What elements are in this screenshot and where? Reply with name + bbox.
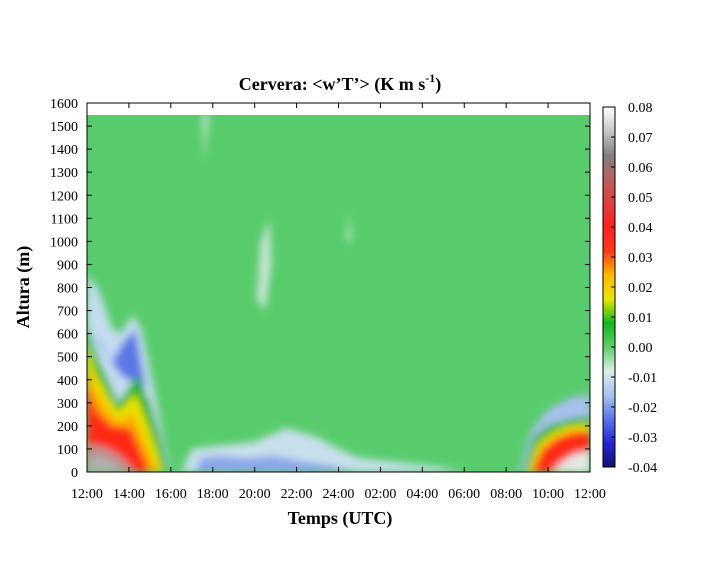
y-tick-label: 1300 bbox=[50, 166, 78, 181]
colorbar-tick-label: 0.05 bbox=[628, 191, 653, 206]
colorbar-tick-label: 0.01 bbox=[628, 311, 653, 326]
y-tick-label: 100 bbox=[57, 443, 78, 458]
x-tick-label: 22:00 bbox=[281, 487, 313, 502]
upper-feature-3 bbox=[346, 213, 352, 242]
heatmap-background bbox=[87, 115, 590, 472]
x-tick-label: 16:00 bbox=[155, 487, 187, 502]
y-tick-label: 600 bbox=[57, 328, 78, 343]
colorbar-tick-label: 0.06 bbox=[628, 161, 653, 176]
morning-positive-peak bbox=[552, 451, 590, 472]
title-main: Cervera: <w’T’> (K m s bbox=[239, 74, 425, 95]
y-tick-label: 900 bbox=[57, 258, 78, 273]
positive-flux-peak bbox=[89, 455, 123, 472]
colorbar-tick-label: 0.08 bbox=[628, 101, 653, 116]
x-tick-label: 20:00 bbox=[239, 487, 271, 502]
upper-feature-1 bbox=[256, 218, 272, 311]
colorbar-tick-label: 0.00 bbox=[628, 341, 653, 356]
nocturnal-layer-core bbox=[195, 455, 360, 472]
colorbar-tick-label: -0.02 bbox=[628, 401, 657, 416]
x-axis-ticks: 12:00 14:00 16:00 18:00 20:00 22:00 24:00 02:00… bbox=[71, 103, 606, 502]
y-tick-label: 400 bbox=[57, 374, 78, 389]
y-tick-label: 1200 bbox=[50, 189, 78, 204]
y-tick-label: 1600 bbox=[50, 97, 78, 112]
y-tick-label: 500 bbox=[57, 351, 78, 366]
x-tick-label: 14:00 bbox=[113, 487, 145, 502]
x-tick-label: 06:00 bbox=[448, 487, 480, 502]
y-tick-label: 1100 bbox=[51, 212, 78, 227]
colorbar-tick-label: -0.04 bbox=[628, 461, 657, 476]
x-tick-label: 24:00 bbox=[323, 487, 355, 502]
title-superscript: -1 bbox=[425, 71, 435, 85]
y-axis-label: Altura (m) bbox=[13, 246, 34, 328]
x-tick-label: 12:00 bbox=[71, 487, 103, 502]
y-tick-label: 0 bbox=[71, 466, 78, 481]
y-tick-label: 700 bbox=[57, 305, 78, 320]
x-tick-label: 04:00 bbox=[406, 487, 438, 502]
y-axis-ticks: 0 100 200 300 400 500 600 700 800 900 1000 1100 1200… bbox=[50, 97, 590, 481]
colorbar-tick-label: -0.03 bbox=[628, 431, 657, 446]
y-tick-label: 1500 bbox=[50, 120, 78, 135]
upper-feature-2 bbox=[202, 115, 209, 161]
colorbar-tick-label: 0.04 bbox=[628, 221, 653, 236]
x-tick-label: 08:00 bbox=[490, 487, 522, 502]
x-tick-label: 02:00 bbox=[364, 487, 396, 502]
x-tick-label: 18:00 bbox=[197, 487, 229, 502]
y-tick-label: 800 bbox=[57, 282, 78, 297]
x-tick-label: 12:00 bbox=[574, 487, 606, 502]
y-tick-label: 1000 bbox=[50, 235, 78, 250]
x-axis-label: Temps (UTC) bbox=[288, 508, 393, 529]
negative-flux-core bbox=[91, 329, 146, 389]
colorbar-tick-label: -0.01 bbox=[628, 371, 657, 386]
heatmap-features bbox=[87, 115, 590, 472]
x-tick-label: 10:00 bbox=[532, 487, 564, 502]
colorbar: 0.08 0.07 0.06 0.05 0.04 0.03 0.02 0.01 0.00 -0.0… bbox=[602, 101, 657, 476]
colorbar-tick-label: 0.07 bbox=[628, 131, 653, 146]
y-tick-label: 1400 bbox=[50, 143, 78, 158]
colorbar-tick-label: 0.02 bbox=[628, 281, 653, 296]
chart-title: Cervera: <w’T’> (K m s-1) bbox=[239, 71, 441, 95]
heatmap-field bbox=[87, 115, 590, 472]
title-end: ) bbox=[435, 74, 441, 95]
y-tick-label: 200 bbox=[57, 420, 78, 435]
y-tick-label: 300 bbox=[57, 397, 78, 412]
colorbar-tick-label: 0.03 bbox=[628, 251, 653, 266]
